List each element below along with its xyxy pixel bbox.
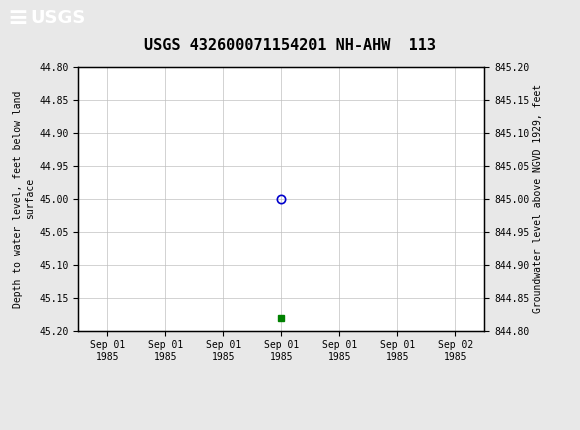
Y-axis label: Depth to water level, feet below land
surface: Depth to water level, feet below land su… — [13, 90, 35, 307]
Text: ≡: ≡ — [7, 6, 28, 30]
Y-axis label: Groundwater level above NGVD 1929, feet: Groundwater level above NGVD 1929, feet — [534, 84, 543, 313]
Text: USGS 432600071154201 NH-AHW  113: USGS 432600071154201 NH-AHW 113 — [144, 38, 436, 52]
Text: USGS: USGS — [30, 9, 85, 27]
